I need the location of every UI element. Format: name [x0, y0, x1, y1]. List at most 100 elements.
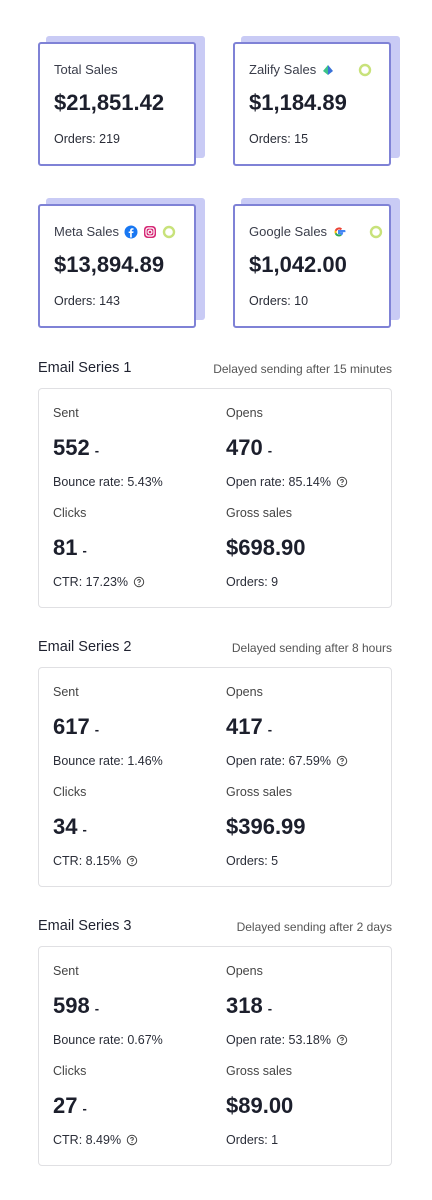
metric-detail-text: Orders: 9: [226, 575, 279, 589]
series-title: Email Series 3: [38, 918, 132, 934]
help-icon: [133, 576, 145, 588]
metric-value: 34-: [53, 814, 87, 840]
series-delay: Delayed sending after 2 days: [236, 920, 392, 934]
metric-change: -: [94, 722, 100, 737]
card-amount: $13,894.89: [54, 252, 165, 277]
metric-value-text: 617: [53, 714, 90, 739]
metric-label: Gross sales: [226, 506, 292, 520]
help-icon: [336, 1034, 348, 1046]
card-orders: Orders: 15: [249, 132, 309, 146]
google-icon: [334, 226, 346, 237]
metric-detail-text: Open rate: 67.59%: [226, 754, 331, 768]
status-ring: [359, 63, 372, 76]
metric-detail: CTR: 17.23%: [53, 575, 146, 589]
summary-card: Meta Sales $13,894.89 Orders: 143: [38, 204, 196, 328]
metric-change: -: [94, 443, 100, 458]
metric-value: 552-: [53, 435, 99, 461]
metric-value-text: $698.90: [226, 535, 306, 560]
card-title: Zalify Sales: [249, 62, 372, 77]
card-title-text: Meta Sales: [54, 224, 120, 239]
metric-detail: Bounce rate: 1.46%: [53, 754, 163, 768]
zalify-icon: [323, 64, 334, 75]
card-amount: $1,184.89: [249, 90, 347, 115]
metric-detail: CTR: 8.49%: [53, 1133, 139, 1147]
metric-detail-text: Bounce rate: 0.67%: [53, 1033, 163, 1047]
metric-detail: Orders: 5: [226, 854, 278, 868]
metric-label: Sent: [53, 406, 79, 420]
card-amount: $21,851.42: [54, 90, 165, 115]
metric-change: -: [267, 722, 273, 737]
facebook-icon: [124, 225, 138, 238]
help-icon: [336, 476, 348, 488]
metric-label: Clicks: [53, 785, 87, 799]
metric-detail: Open rate: 67.59%: [226, 754, 349, 768]
metric-detail: CTR: 8.15%: [53, 854, 139, 868]
series-title: Email Series 2: [38, 639, 132, 655]
metric-value-text: $89.00: [226, 1093, 294, 1118]
metric-detail-text: CTR: 17.23%: [53, 575, 129, 589]
metric-value-text: 81: [53, 535, 78, 560]
metric-label: Opens: [226, 964, 263, 978]
metric-detail-text: Orders: 1: [226, 1133, 279, 1147]
metric-value-text: $396.99: [226, 814, 306, 839]
metric-value: 27-: [53, 1093, 87, 1119]
metric-label: Opens: [226, 406, 263, 420]
metric-change: -: [82, 822, 87, 837]
metric-value-text: 34: [53, 814, 78, 839]
series-box: Sent 617- Bounce rate: 1.46% Opens 417- Open …: [38, 667, 392, 887]
metric-label: Sent: [53, 964, 79, 978]
card-title: Total Sales: [54, 62, 118, 77]
metric-value: 470-: [226, 435, 272, 461]
metric-change: -: [82, 543, 87, 558]
metric-value: 598-: [53, 993, 99, 1019]
metric-detail-text: Bounce rate: 5.43%: [53, 475, 163, 489]
card-title: Google Sales: [249, 224, 383, 239]
metric-label: Gross sales: [226, 785, 292, 799]
help-icon: [336, 755, 348, 767]
metric-detail-text: Open rate: 85.14%: [226, 475, 331, 489]
card-amount: $1,042.00: [249, 252, 347, 277]
metric-value-text: 417: [226, 714, 263, 739]
summary-card: Total Sales $21,851.42 Orders: 219: [38, 42, 196, 166]
metric-value: $396.99: [226, 814, 306, 840]
metric-change: -: [94, 1001, 100, 1016]
help-icon: [126, 1134, 138, 1146]
metric-change: -: [82, 1101, 87, 1116]
metric-value-text: 318: [226, 993, 263, 1018]
card-title-text: Zalify Sales: [249, 62, 317, 77]
metric-label: Clicks: [53, 506, 87, 520]
status-ring: [162, 225, 176, 238]
card-orders: Orders: 10: [249, 294, 309, 308]
series-delay: Delayed sending after 15 minutes: [213, 362, 392, 376]
metric-label: Clicks: [53, 1064, 87, 1078]
metric-value-text: 27: [53, 1093, 78, 1118]
metric-detail-text: Open rate: 53.18%: [226, 1033, 331, 1047]
card-orders: Orders: 219: [54, 132, 121, 146]
metric-label: Gross sales: [226, 1064, 292, 1078]
series-box: Sent 598- Bounce rate: 0.67% Opens 318- Open …: [38, 946, 392, 1166]
metric-change: -: [267, 1001, 273, 1016]
series-box: Sent 552- Bounce rate: 5.43% Opens 470- Open …: [38, 388, 392, 608]
summary-card: Zalify Sales $1,184.89 Orders: 15: [233, 42, 391, 166]
card-title-text: Total Sales: [54, 62, 118, 77]
metric-label: Opens: [226, 685, 263, 699]
metric-value-text: 598: [53, 993, 90, 1018]
metric-detail-text: Orders: 5: [226, 854, 279, 868]
metric-detail: Bounce rate: 0.67%: [53, 1033, 163, 1047]
metric-value-text: 470: [226, 435, 263, 460]
instagram-icon: [144, 225, 157, 238]
card-title-text: Google Sales: [249, 224, 328, 239]
metric-detail-text: CTR: 8.49%: [53, 1133, 122, 1147]
series-delay: Delayed sending after 8 hours: [231, 641, 392, 655]
metric-detail-text: Bounce rate: 1.46%: [53, 754, 163, 768]
metric-detail: Open rate: 53.18%: [226, 1033, 349, 1047]
metric-value: 617-: [53, 714, 99, 740]
card-title: Meta Sales: [54, 224, 176, 239]
metric-value: 318-: [226, 993, 272, 1019]
metric-value: 417-: [226, 714, 272, 740]
help-icon: [126, 855, 138, 867]
metric-label: Sent: [53, 685, 79, 699]
metric-detail: Orders: 1: [226, 1133, 278, 1147]
metric-detail: Orders: 9: [226, 575, 278, 589]
